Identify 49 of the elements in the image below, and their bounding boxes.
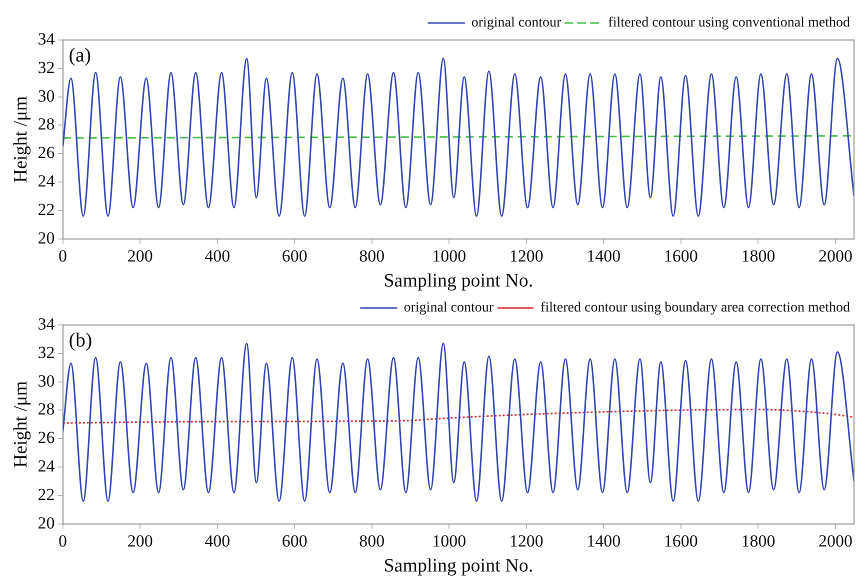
x-axis-title: Sampling point No. [384,556,534,577]
x-axis-title: Sampling point No. [384,270,534,292]
x-tick-label: 400 [204,531,230,550]
x-tick-label: 1200 [509,246,544,266]
y-tick-label: 24 [38,171,56,190]
y-tick-label: 32 [38,342,55,362]
x-tick-label: 2000 [818,246,852,266]
y-tick-label: 28 [38,400,55,419]
y-axis-title: Height /μm [10,380,32,468]
y-tick-label: 20 [38,228,55,248]
x-tick-label: 1000 [432,531,466,550]
legend-label: filtered contour using conventional method [608,16,850,31]
x-tick-label: 1600 [664,531,698,550]
x-tick-label: 2000 [818,531,852,550]
y-tick-label: 20 [38,513,55,532]
y-tick-label: 34 [38,314,56,334]
x-tick-label: 600 [282,531,308,550]
x-tick-label: 200 [127,531,153,550]
x-tick-label: 400 [204,246,230,266]
y-tick-label: 22 [38,200,55,219]
legend-label: original contour [404,300,494,316]
y-tick-label: 22 [38,484,55,504]
y-tick-label: 26 [38,428,55,448]
x-tick-label: 1400 [586,531,621,550]
annotation: (b) [68,329,92,352]
x-tick-label: 1400 [586,246,621,266]
legend-label: filtered contour using boundary area correction method [540,300,850,316]
x-tick-label: 1000 [432,246,466,266]
x-tick-label: 1600 [664,246,698,266]
x-tick-label: 800 [359,246,385,266]
y-tick-label: 24 [38,456,56,476]
y-tick-label: 32 [38,58,55,77]
y-tick-label: 30 [38,371,55,390]
x-tick-label: 1200 [509,531,544,550]
legend-label: original contour [471,16,562,31]
x-tick-label: 200 [127,246,153,266]
x-tick-label: 800 [359,531,385,550]
y-tick-label: 28 [38,114,55,134]
x-tick-label: 1800 [741,246,776,266]
y-tick-label: 34 [38,29,56,48]
y-tick-label: 30 [38,86,55,106]
x-tick-label: 0 [58,246,68,266]
x-tick-label: 0 [58,531,68,550]
x-tick-label: 600 [282,246,308,266]
x-tick-label: 1800 [741,531,776,550]
line-series [62,408,854,424]
y-axis-title: Height /μm [10,96,32,183]
annotation: (a) [68,44,92,66]
y-tick-label: 26 [38,143,55,162]
